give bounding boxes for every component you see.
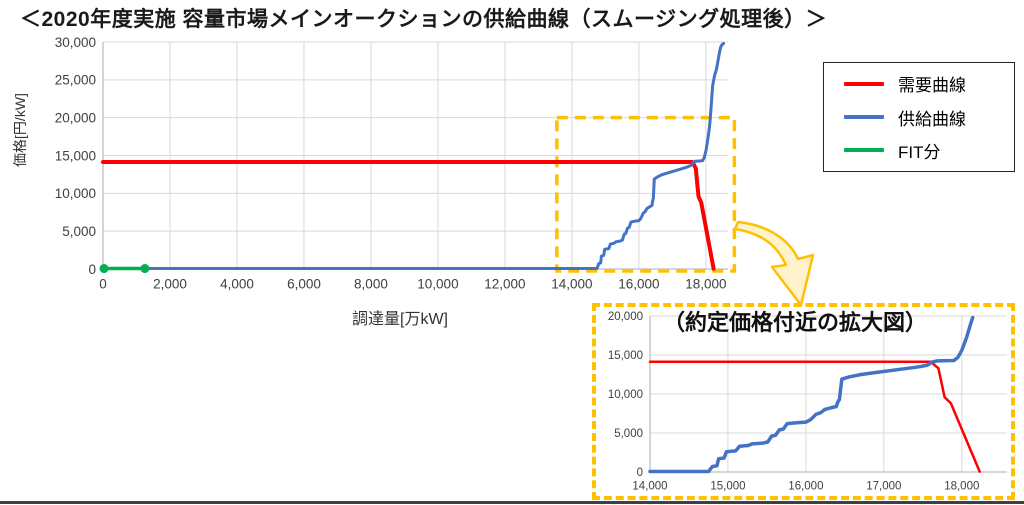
legend-item-fit: FIT分 xyxy=(844,138,1014,163)
y-tick-label: 10,000 xyxy=(55,186,96,201)
series-需要曲線 xyxy=(648,360,981,473)
legend-item-supply: 供給曲線 xyxy=(844,105,1014,130)
bottom-divider xyxy=(0,501,1024,504)
y-tick-label: 0 xyxy=(88,262,96,277)
series-需要曲線 xyxy=(101,160,716,271)
x-tick-label: 4,000 xyxy=(220,277,254,292)
main-supply-demand-chart: 0 5,000 10,000 15,000 20,000 25,000 30,000 0 2,0… xyxy=(55,35,737,292)
legend-label-demand: 需要曲線 xyxy=(898,76,966,96)
series-marker xyxy=(140,264,150,274)
y-tick-label: 5,000 xyxy=(614,428,643,440)
zoom-arrow-icon xyxy=(733,220,815,307)
main-chart-y-axis-title: 価格[円/kW] xyxy=(12,93,28,167)
series-供給曲線 xyxy=(143,42,726,270)
legend-label-supply: 供給曲線 xyxy=(898,109,966,129)
inset-zoom-chart: 0 5,000 10,000 15,000 20,000 14,000 15,000 16,0… xyxy=(608,311,1007,493)
legend-label-fit: FIT分 xyxy=(898,142,941,162)
page-title: ＜2020年度実施 容量市場メインオークションの供給曲線（スムージング処理後）＞ xyxy=(20,8,828,31)
inset-title: （約定価格付近の拡大図） xyxy=(662,310,927,335)
x-tick-label: 16,000 xyxy=(788,481,823,493)
main-chart-x-axis-title: 調達量[万kW] xyxy=(352,311,448,328)
legend-item-demand: 需要曲線 xyxy=(844,71,1014,96)
x-tick-label: 18,000 xyxy=(685,277,726,292)
x-tick-label: 0 xyxy=(99,277,107,292)
x-tick-label: 14,000 xyxy=(632,481,667,493)
y-tick-label: 15,000 xyxy=(608,350,643,362)
x-tick-label: 16,000 xyxy=(618,277,659,292)
y-tick-label: 5,000 xyxy=(62,224,96,239)
x-tick-label: 14,000 xyxy=(551,277,592,292)
x-tick-label: 12,000 xyxy=(484,277,525,292)
legend: 需要曲線 供給曲線 FIT分 xyxy=(823,62,1015,172)
x-tick-label: 8,000 xyxy=(354,277,388,292)
supply-line-swatch xyxy=(844,115,884,119)
x-tick-label: 6,000 xyxy=(287,277,321,292)
y-tick-label: 0 xyxy=(637,467,643,479)
x-tick-label: 15,000 xyxy=(710,481,745,493)
y-tick-label: 30,000 xyxy=(55,35,96,50)
demand-line-swatch xyxy=(844,81,884,86)
y-tick-label: 10,000 xyxy=(608,389,643,401)
inset-highlight-panel xyxy=(592,303,1015,500)
x-tick-label: 18,000 xyxy=(944,481,979,493)
x-tick-label: 17,000 xyxy=(866,481,901,493)
y-tick-label: 20,000 xyxy=(55,111,96,126)
fit-line-swatch xyxy=(844,148,884,153)
series-marker xyxy=(99,264,109,274)
y-tick-label: 20,000 xyxy=(608,311,643,323)
x-tick-label: 10,000 xyxy=(417,277,458,292)
y-tick-label: 15,000 xyxy=(55,148,96,163)
highlight-region-box xyxy=(555,115,737,273)
y-tick-label: 25,000 xyxy=(55,73,96,88)
zoom-arrow-shape xyxy=(733,220,815,307)
x-tick-label: 2,000 xyxy=(153,277,187,292)
series-供給曲線 xyxy=(648,315,975,474)
